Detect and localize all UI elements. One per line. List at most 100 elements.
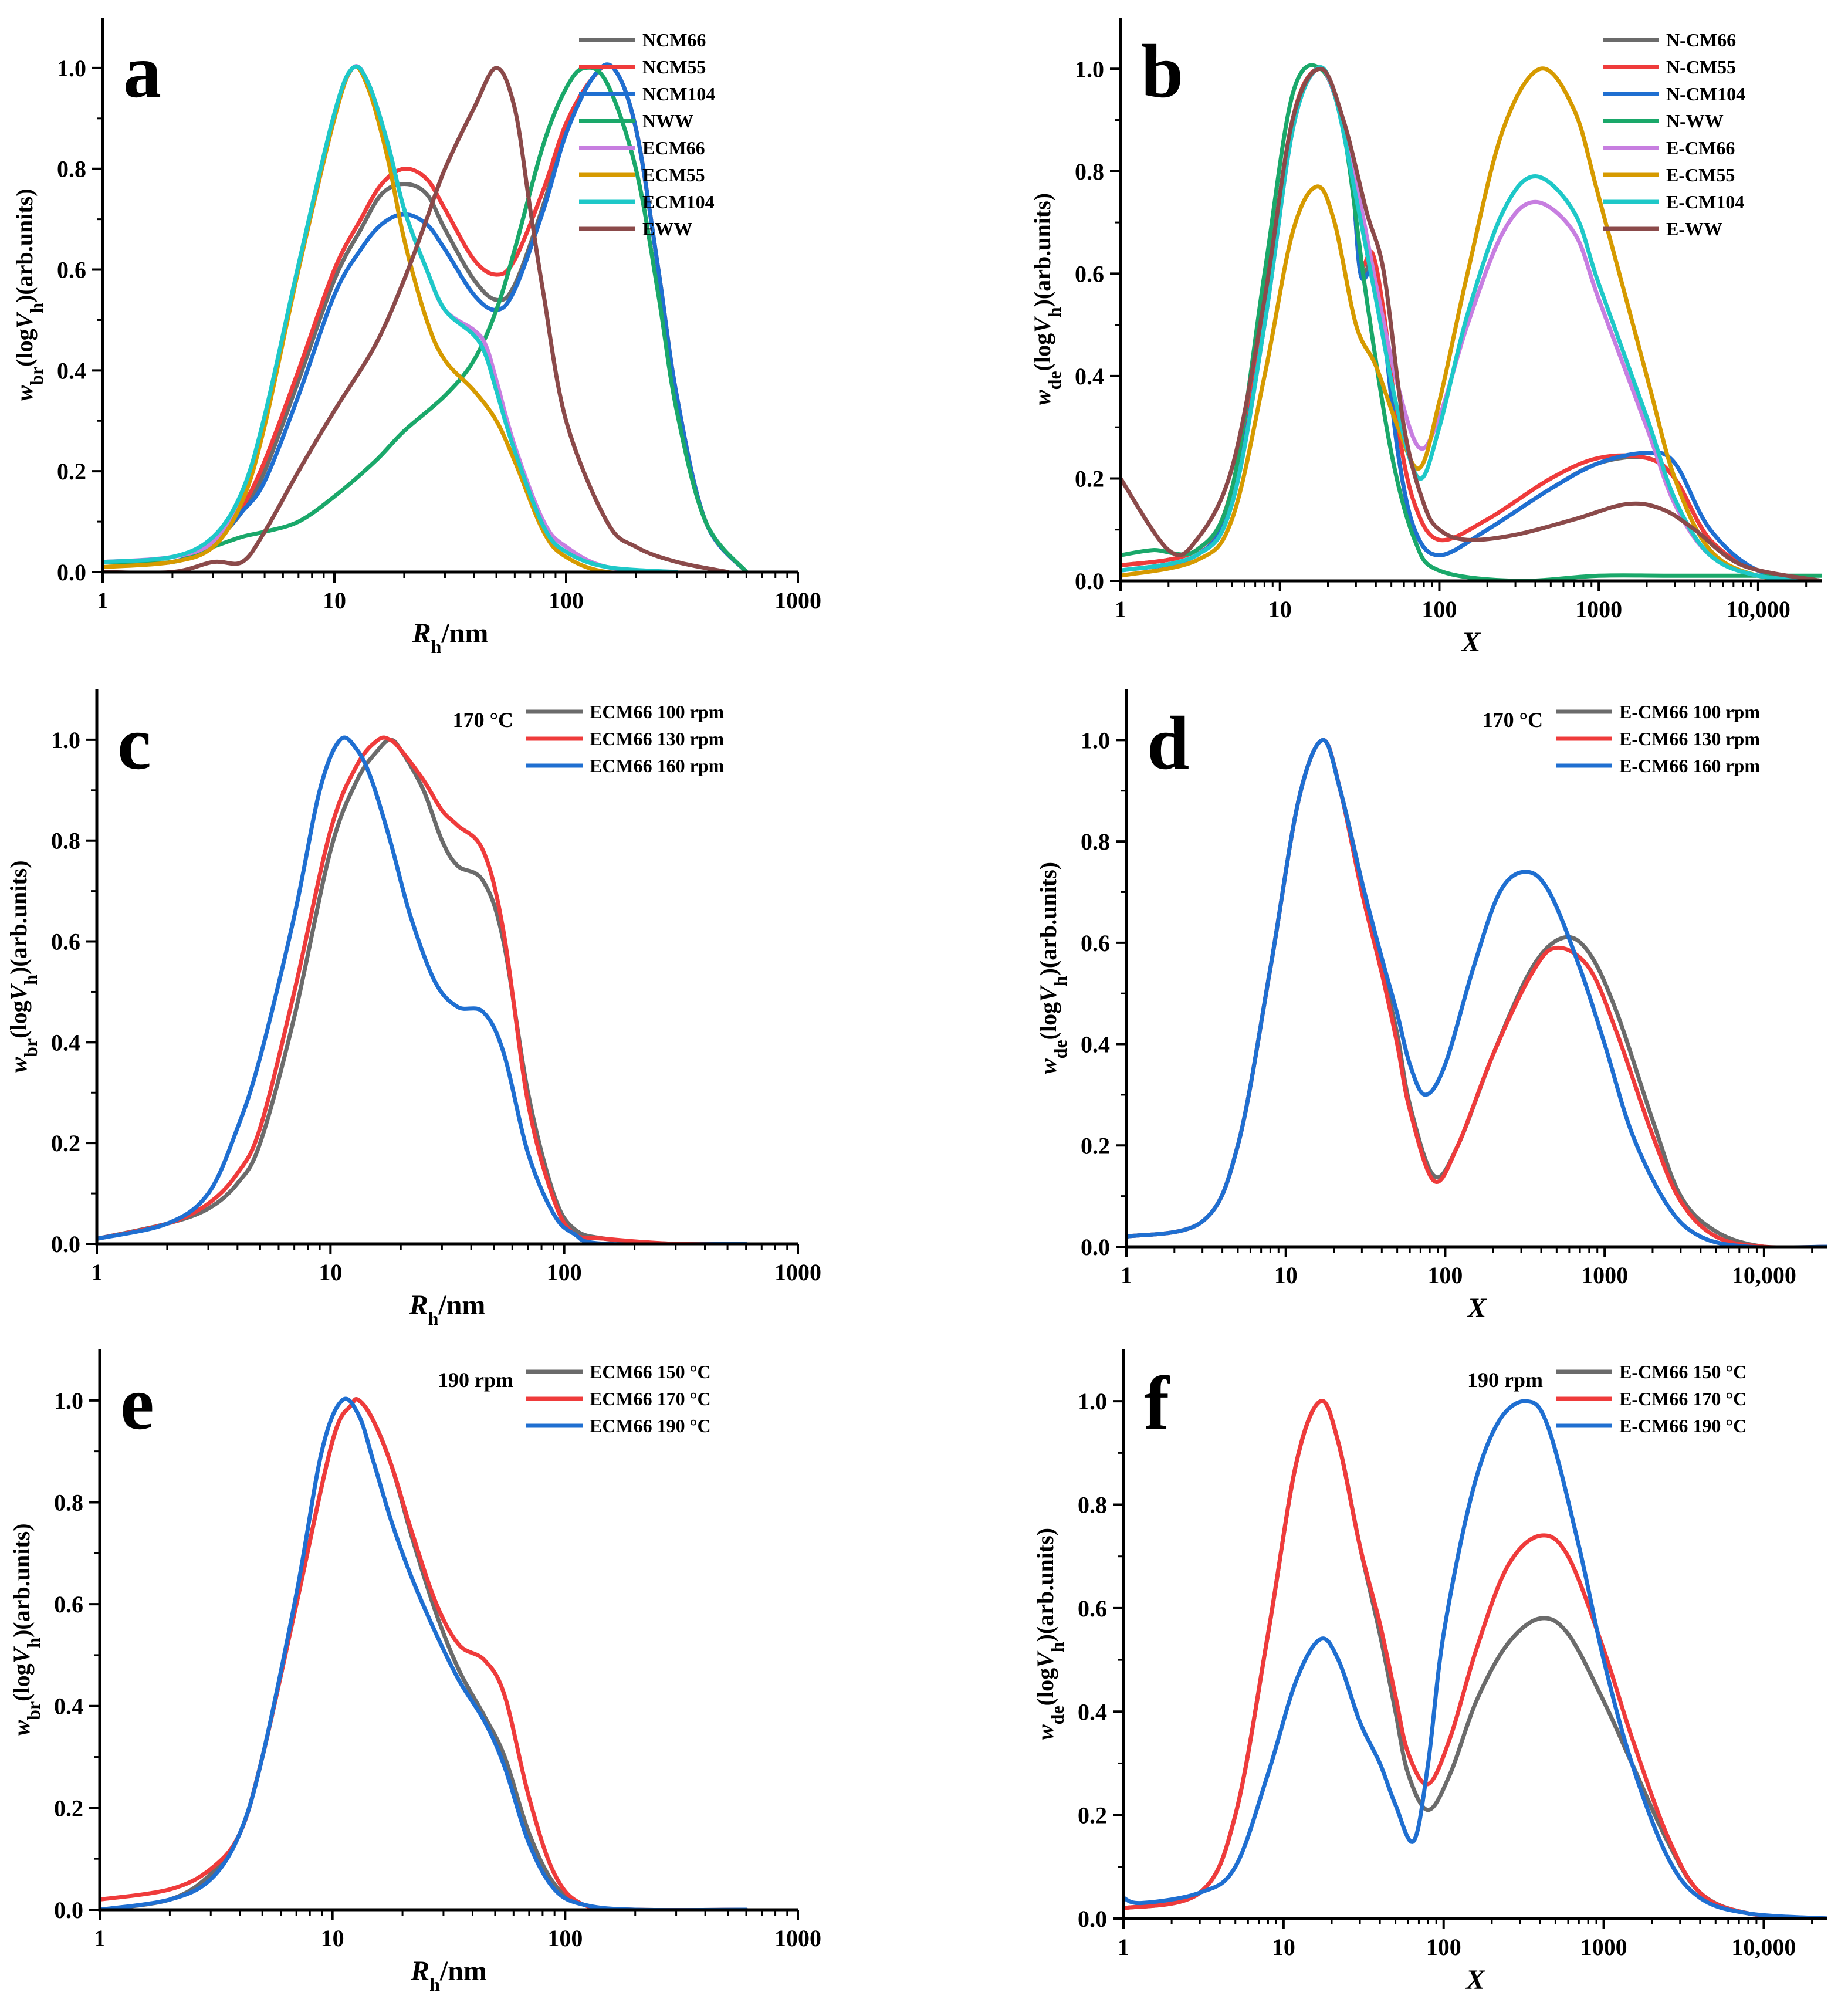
y-tick-label: 0.4 (57, 357, 86, 384)
legend-label: N-CM66 (1666, 29, 1736, 50)
y-tick-label: 0.6 (1078, 1595, 1107, 1622)
y-tick-label: 0.2 (1078, 1802, 1107, 1829)
y-tick-label: 0.2 (1081, 1132, 1110, 1159)
legend-label: NCM55 (642, 56, 706, 77)
y-tick-label: 1.0 (1078, 1388, 1107, 1415)
legend-label: ECM66 190 °C (590, 1415, 711, 1436)
x-tick-label: 1 (94, 1925, 106, 1951)
legend-label: N-CM104 (1666, 83, 1745, 104)
series-line-ecm66-160-rpm (97, 735, 749, 1244)
series-group (1121, 63, 1822, 581)
legend: NCM66 NCM55 NCM104 NWW ECM66 ECM55 ECM104 EWW (579, 29, 715, 239)
legend-label: ECM104 (642, 191, 715, 212)
legend-label: E-CM66 130 rpm (1619, 728, 1760, 749)
x-tick-label: 10 (321, 1925, 344, 1951)
legend: E-CM66 150 °C E-CM66 170 °C E-CM66 190 °C (1556, 1361, 1747, 1436)
legend-label: NWW (642, 110, 693, 131)
condition-annotation: 190 rpm (1467, 1368, 1543, 1392)
panel-letter: e (120, 1361, 154, 1446)
legend-label: ECM66 130 rpm (590, 728, 725, 749)
x-tick-label: 1 (97, 587, 109, 614)
y-tick-label: 0.6 (1075, 261, 1104, 287)
legend-label: ECM66 150 °C (590, 1361, 711, 1382)
x-axis-title: X (1466, 1293, 1487, 1324)
x-tick-label: 1000 (774, 587, 821, 614)
legend-label: E-CM66 150 °C (1619, 1361, 1747, 1382)
series-line-ecm55 (103, 65, 679, 572)
x-tick-label: 10 (1268, 596, 1292, 623)
x-tick-label: 100 (549, 587, 584, 614)
legend-label: E-CM66 100 rpm (1619, 701, 1760, 722)
series-line-e-cm66-160-rpm (1126, 738, 1827, 1247)
y-tick-label: 1.0 (54, 1388, 83, 1414)
x-axis-title: Rh/nm (410, 1956, 487, 1995)
y-tick-label: 0.4 (1081, 1031, 1110, 1058)
y-tick-label: 0.0 (54, 1897, 83, 1923)
series-line-n-ww (1121, 63, 1822, 581)
series-line-ecm66-170-c (100, 1397, 749, 1910)
series-line-e-cm66-170-c (1123, 1399, 1827, 1919)
legend-label: ECM55 (642, 164, 705, 185)
y-tick-label: 0.8 (51, 828, 80, 854)
x-tick-label: 100 (1421, 596, 1457, 623)
y-axis-title: wbr(logVh)(arb.units) (8, 1523, 44, 1736)
y-tick-label: 0.0 (1078, 1906, 1107, 1932)
x-tick-label: 1000 (774, 1925, 821, 1951)
x-tick-label: 100 (1426, 1934, 1461, 1960)
y-tick-label: 0.2 (51, 1130, 80, 1156)
series-line-e-cm104 (1121, 65, 1822, 581)
series-group (1126, 738, 1827, 1247)
legend-label: E-CM66 190 °C (1619, 1415, 1747, 1436)
y-tick-label: 0.2 (57, 458, 86, 485)
legend-label: E-CM66 170 °C (1619, 1388, 1747, 1409)
chart-panel-c: 1 10 100 1000 0.0 0.2 0.4 0.6 0.8 1.0 Rh/nm wbr(log… (5, 689, 821, 1329)
y-axis-title: wde(logVh)(arb.units) (1035, 862, 1071, 1074)
y-axis-title: wde(logVh)(arb.units) (1032, 1528, 1068, 1740)
y-tick-label: 0.4 (1078, 1699, 1107, 1725)
x-tick-label: 1 (91, 1259, 103, 1286)
x-tick-label: 100 (547, 1259, 582, 1286)
panel-letter: c (117, 701, 151, 786)
x-tick-label: 10 (319, 1259, 342, 1286)
legend-label: N-WW (1666, 110, 1724, 131)
x-tick-label: 1 (1115, 596, 1126, 623)
series-group (100, 1396, 749, 1910)
x-tick-label: 1000 (1575, 596, 1622, 623)
y-tick-label: 0.6 (57, 257, 86, 283)
panel-letter: d (1147, 701, 1189, 786)
y-tick-label: 0.6 (51, 929, 80, 955)
x-tick-label: 1 (1118, 1934, 1129, 1960)
x-tick-label: 1000 (774, 1259, 821, 1286)
y-tick-label: 0.8 (57, 156, 86, 182)
chart-panel-f: 1 10 100 1000 10,000 0.0 0.2 0.4 0.6 0.8 1.0 Xwde(l… (1032, 1349, 1827, 1995)
y-tick-label: 0.8 (1075, 158, 1104, 185)
y-tick-label: 0.2 (54, 1795, 83, 1821)
x-tick-label: 100 (1427, 1262, 1463, 1288)
panel-letter: a (123, 29, 161, 114)
y-axis-title: wbr(logVh)(arb.units) (11, 188, 47, 401)
series-line-ecm104 (103, 64, 679, 572)
y-tick-label: 0.4 (51, 1029, 80, 1056)
x-tick-label: 100 (547, 1925, 583, 1951)
legend-label: ECM66 100 rpm (590, 701, 725, 722)
y-tick-label: 0.0 (57, 559, 86, 586)
legend-label: E-CM104 (1666, 191, 1744, 212)
x-tick-label: 1000 (1581, 1262, 1628, 1288)
series-group (1123, 1399, 1827, 1919)
y-tick-label: 0.6 (1081, 930, 1110, 956)
legend-label: NCM66 (642, 29, 706, 50)
y-tick-label: 0.8 (54, 1489, 83, 1516)
y-tick-label: 1.0 (51, 727, 80, 753)
legend-label: E-CM66 160 rpm (1619, 755, 1760, 776)
legend-label: E-CM55 (1666, 164, 1735, 185)
legend-label: ECM66 (642, 137, 705, 158)
y-tick-label: 0.2 (1075, 465, 1104, 492)
panel-letter: b (1141, 29, 1183, 114)
y-tick-label: 1.0 (1081, 727, 1110, 753)
legend: E-CM66 100 rpm E-CM66 130 rpm E-CM66 160 r… (1556, 701, 1760, 776)
legend-label: ECM66 170 °C (590, 1388, 711, 1409)
y-tick-label: 0.0 (51, 1231, 80, 1257)
y-tick-label: 0.8 (1078, 1492, 1107, 1518)
chart-panel-e: 1 10 100 1000 0.0 0.2 0.4 0.6 0.8 1.0 Rh/nm wbr(log… (8, 1349, 821, 1995)
